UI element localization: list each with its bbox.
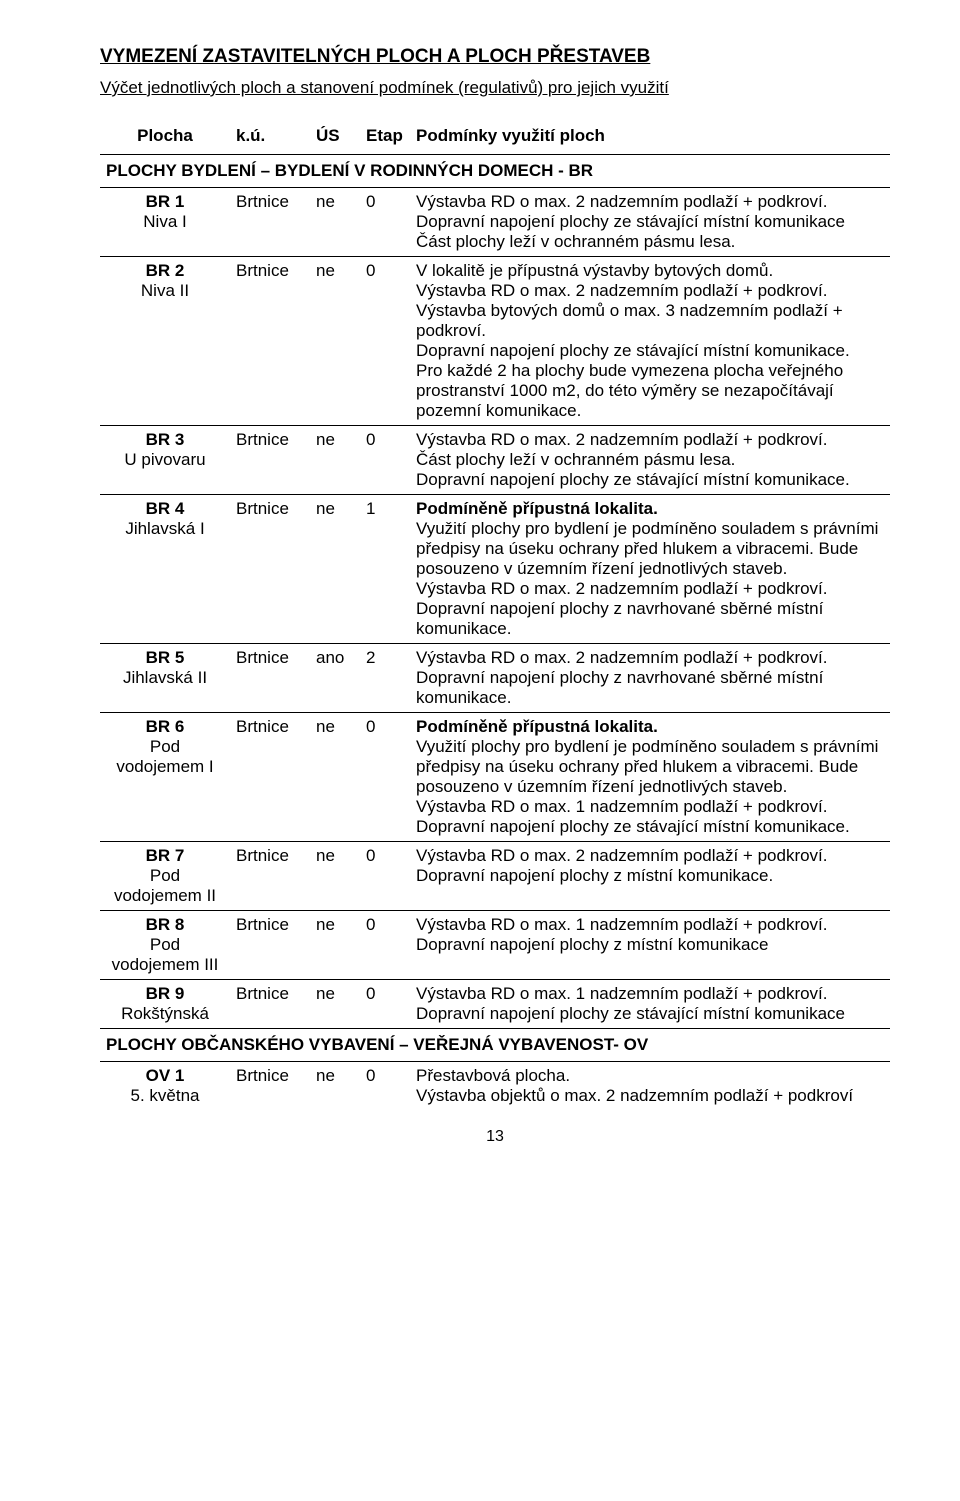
cell-id: BR 3U pivovaru	[100, 426, 230, 495]
row-code: BR 2	[106, 261, 224, 281]
cell-us: ne	[310, 426, 360, 495]
row-name: Pod vodojemem II	[106, 866, 224, 906]
cell-ku: Brtnice	[230, 713, 310, 842]
cell-ku: Brtnice	[230, 257, 310, 426]
cell-ku: Brtnice	[230, 980, 310, 1029]
cell-desc: Přestavbová plocha.Výstavba objektů o ma…	[410, 1062, 890, 1111]
cell-ku: Brtnice	[230, 495, 310, 644]
cell-id: BR 2Niva II	[100, 257, 230, 426]
cell-us: ne	[310, 188, 360, 257]
cell-id: OV 15. května	[100, 1062, 230, 1111]
table-row: OV 15. květnaBrtnicene0Přestavbová ploch…	[100, 1062, 890, 1111]
cell-desc: V lokalitě je přípustná výstavby bytovýc…	[410, 257, 890, 426]
table-row: BR 1Niva IBrtnicene0Výstavba RD o max. 2…	[100, 188, 890, 257]
cell-us: ne	[310, 257, 360, 426]
header-plocha: Plocha	[100, 122, 230, 155]
row-name: Pod vodojemem III	[106, 935, 224, 975]
cell-ku: Brtnice	[230, 644, 310, 713]
cell-id: BR 4Jihlavská I	[100, 495, 230, 644]
cell-desc: Výstavba RD o max. 2 nadzemním podlaží +…	[410, 188, 890, 257]
row-code: BR 7	[106, 846, 224, 866]
page-title: VYMEZENÍ ZASTAVITELNÝCH PLOCH A PLOCH PŘ…	[100, 46, 890, 68]
header-etap: Etap	[360, 122, 410, 155]
cell-us: ne	[310, 713, 360, 842]
cell-id: BR 5Jihlavská II	[100, 644, 230, 713]
section-title: PLOCHY OBČANSKÉHO VYBAVENÍ – VEŘEJNÁ VYB…	[100, 1029, 890, 1062]
cell-etap: 0	[360, 426, 410, 495]
document-page: VYMEZENÍ ZASTAVITELNÝCH PLOCH A PLOCH PŘ…	[0, 0, 960, 1166]
table-row: BR 4Jihlavská IBrtnicene1Podmíněně přípu…	[100, 495, 890, 644]
cell-desc: Výstavba RD o max. 1 nadzemním podlaží +…	[410, 911, 890, 980]
section-title: PLOCHY BYDLENÍ – BYDLENÍ V RODINNÝCH DOM…	[100, 155, 890, 188]
cell-desc: Podmíněně přípustná lokalita.Využití plo…	[410, 713, 890, 842]
plan-table: Plocha k.ú. ÚS Etap Podmínky využití plo…	[100, 122, 890, 1110]
cell-ku: Brtnice	[230, 426, 310, 495]
cell-etap: 0	[360, 188, 410, 257]
table-row: BR 7Pod vodojemem IIBrtnicene0Výstavba R…	[100, 842, 890, 911]
table-row: BR 8Pod vodojemem IIIBrtnicene0Výstavba …	[100, 911, 890, 980]
cell-etap: 0	[360, 257, 410, 426]
cell-desc: Výstavba RD o max. 2 nadzemním podlaží +…	[410, 426, 890, 495]
cell-etap: 1	[360, 495, 410, 644]
cell-desc: Výstavba RD o max. 2 nadzemním podlaží +…	[410, 842, 890, 911]
row-code: BR 9	[106, 984, 224, 1004]
cell-us: ne	[310, 842, 360, 911]
row-name: U pivovaru	[106, 450, 224, 470]
row-name: Niva II	[106, 281, 224, 301]
cell-desc: Podmíněně přípustná lokalita.Využití plo…	[410, 495, 890, 644]
section-row: PLOCHY BYDLENÍ – BYDLENÍ V RODINNÝCH DOM…	[100, 155, 890, 188]
row-name: Jihlavská I	[106, 519, 224, 539]
header-ku: k.ú.	[230, 122, 310, 155]
row-name: Niva I	[106, 212, 224, 232]
cell-us: ano	[310, 644, 360, 713]
header-desc: Podmínky využití ploch	[410, 122, 890, 155]
cell-etap: 0	[360, 842, 410, 911]
row-name: Jihlavská II	[106, 668, 224, 688]
cell-us: ne	[310, 1062, 360, 1111]
cell-desc: Výstavba RD o max. 1 nadzemním podlaží +…	[410, 980, 890, 1029]
table-header-row: Plocha k.ú. ÚS Etap Podmínky využití plo…	[100, 122, 890, 155]
row-code: BR 3	[106, 430, 224, 450]
cell-us: ne	[310, 980, 360, 1029]
cell-ku: Brtnice	[230, 911, 310, 980]
section-row: PLOCHY OBČANSKÉHO VYBAVENÍ – VEŘEJNÁ VYB…	[100, 1029, 890, 1062]
cell-id: BR 7Pod vodojemem II	[100, 842, 230, 911]
cell-etap: 2	[360, 644, 410, 713]
cell-etap: 0	[360, 713, 410, 842]
cell-etap: 0	[360, 911, 410, 980]
cell-ku: Brtnice	[230, 842, 310, 911]
cell-ku: Brtnice	[230, 1062, 310, 1111]
table-row: BR 9RokštýnskáBrtnicene0Výstavba RD o ma…	[100, 980, 890, 1029]
cell-etap: 0	[360, 980, 410, 1029]
row-name: Pod vodojemem I	[106, 737, 224, 777]
row-name: Rokštýnská	[106, 1004, 224, 1024]
cell-id: BR 6Pod vodojemem I	[100, 713, 230, 842]
cell-us: ne	[310, 495, 360, 644]
page-subtitle: Výčet jednotlivých ploch a stanovení pod…	[100, 78, 890, 98]
header-us: ÚS	[310, 122, 360, 155]
table-row: BR 2Niva IIBrtnicene0V lokalitě je přípu…	[100, 257, 890, 426]
cell-etap: 0	[360, 1062, 410, 1111]
table-row: BR 6Pod vodojemem IBrtnicene0Podmíněně p…	[100, 713, 890, 842]
row-code: BR 1	[106, 192, 224, 212]
row-name: 5. května	[106, 1086, 224, 1106]
table-row: BR 5Jihlavská IIBrtniceano2Výstavba RD o…	[100, 644, 890, 713]
row-code: OV 1	[106, 1066, 224, 1086]
cell-desc: Výstavba RD o max. 2 nadzemním podlaží +…	[410, 644, 890, 713]
row-code: BR 6	[106, 717, 224, 737]
table-row: BR 3U pivovaruBrtnicene0Výstavba RD o ma…	[100, 426, 890, 495]
row-code: BR 5	[106, 648, 224, 668]
cell-us: ne	[310, 911, 360, 980]
cell-id: BR 8Pod vodojemem III	[100, 911, 230, 980]
row-code: BR 8	[106, 915, 224, 935]
cell-ku: Brtnice	[230, 188, 310, 257]
cell-id: BR 1Niva I	[100, 188, 230, 257]
cell-id: BR 9Rokštýnská	[100, 980, 230, 1029]
row-code: BR 4	[106, 499, 224, 519]
page-number: 13	[100, 1128, 890, 1146]
